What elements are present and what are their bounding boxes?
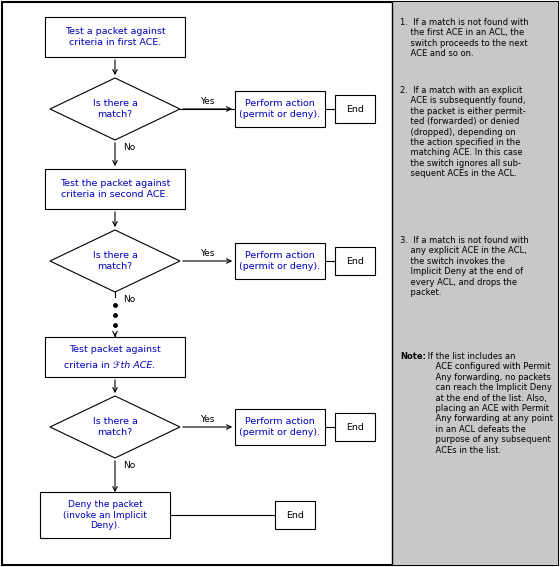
Text: Is there a
match?: Is there a match? bbox=[92, 417, 137, 437]
Text: Test packet against: Test packet against bbox=[69, 345, 161, 353]
Text: End: End bbox=[286, 510, 304, 519]
Bar bbox=[335, 413, 375, 441]
Bar bbox=[235, 243, 325, 279]
Bar bbox=[335, 247, 375, 275]
Text: Deny the packet
(invoke an Implicit
Deny).: Deny the packet (invoke an Implicit Deny… bbox=[63, 500, 147, 530]
Text: No: No bbox=[123, 295, 136, 304]
Text: Perform action
(permit or deny).: Perform action (permit or deny). bbox=[240, 251, 320, 270]
Bar bbox=[275, 501, 315, 529]
Text: Yes: Yes bbox=[200, 414, 214, 424]
Text: Perform action
(permit or deny).: Perform action (permit or deny). bbox=[240, 99, 320, 119]
Text: Note:: Note: bbox=[400, 352, 426, 361]
Polygon shape bbox=[50, 230, 180, 292]
Text: No: No bbox=[123, 143, 136, 153]
Text: Perform action
(permit or deny).: Perform action (permit or deny). bbox=[240, 417, 320, 437]
Text: criteria in: criteria in bbox=[64, 361, 113, 370]
Text: Test a packet against
criteria in first ACE.: Test a packet against criteria in first … bbox=[65, 27, 165, 46]
Bar bbox=[45, 337, 185, 377]
Text: Is there a
match?: Is there a match? bbox=[92, 251, 137, 270]
Text: 3.  If a match is not found with
    any explicit ACE in the ACL,
    the switch: 3. If a match is not found with any expl… bbox=[400, 236, 529, 297]
Bar bbox=[335, 95, 375, 123]
Text: Yes: Yes bbox=[200, 248, 214, 257]
Polygon shape bbox=[50, 396, 180, 458]
Bar bbox=[40, 492, 170, 538]
Bar bbox=[45, 17, 185, 57]
Text: Is there a
match?: Is there a match? bbox=[92, 99, 137, 119]
Text: End: End bbox=[346, 422, 364, 431]
Bar bbox=[45, 169, 185, 209]
Text: 1.  If a match is not found with
    the first ACE in an ACL, the
    switch pro: 1. If a match is not found with the firs… bbox=[400, 18, 529, 58]
Text: ℱth ACE.: ℱth ACE. bbox=[113, 361, 155, 370]
Text: End: End bbox=[346, 256, 364, 265]
Text: Yes: Yes bbox=[200, 96, 214, 105]
Text: No: No bbox=[123, 462, 136, 471]
Text: End: End bbox=[346, 104, 364, 113]
Polygon shape bbox=[50, 78, 180, 140]
Bar bbox=[235, 409, 325, 445]
Bar bbox=[392, 2, 558, 565]
Text: If the list includes an
    ACE configured with Permit
    Any forwarding, no pa: If the list includes an ACE configured w… bbox=[425, 352, 553, 455]
Text: Test the packet against
criteria in second ACE.: Test the packet against criteria in seco… bbox=[60, 179, 170, 198]
Text: 2.  If a match with an explicit
    ACE is subsequently found,
    the packet is: 2. If a match with an explicit ACE is su… bbox=[400, 86, 526, 178]
Bar bbox=[235, 91, 325, 127]
